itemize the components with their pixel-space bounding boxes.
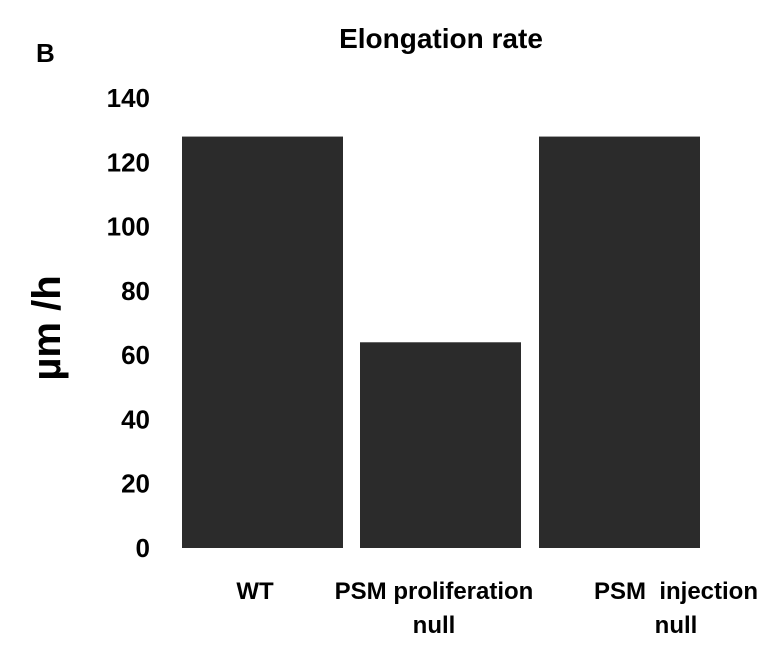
x-tick-label: PSM injection null [594, 578, 758, 639]
bar [182, 136, 343, 549]
bars [182, 136, 700, 549]
bar [539, 136, 700, 549]
x-tick-label: PSM proliferation null [335, 578, 534, 639]
panel-letter: B [36, 38, 55, 68]
y-tick-label: 20 [121, 469, 150, 499]
y-axis-ticks: 0 20 40 60 80 100 120 140 [107, 83, 150, 563]
y-tick-label: 40 [121, 404, 150, 434]
x-tick-label-line: PSM proliferation [335, 578, 534, 605]
y-tick-label: 80 [121, 276, 150, 306]
y-tick-label: 60 [121, 340, 150, 370]
x-tick-label-line: null [413, 612, 456, 639]
x-tick-label-line: null [655, 612, 698, 639]
y-tick-label: 0 [136, 533, 150, 563]
bar [360, 342, 521, 548]
y-tick-label: 120 [107, 147, 150, 177]
y-tick-label: 140 [107, 83, 150, 113]
chart-title: Elongation rate [339, 23, 543, 54]
x-tick-label: WT [236, 578, 274, 605]
x-axis-ticks: WT PSM proliferation null PSM injection null [236, 578, 758, 639]
x-tick-label-line: PSM injection [594, 578, 758, 605]
y-tick-label: 100 [107, 212, 150, 242]
y-axis-label: µm /h [25, 275, 69, 380]
x-tick-label-line: WT [236, 578, 274, 605]
